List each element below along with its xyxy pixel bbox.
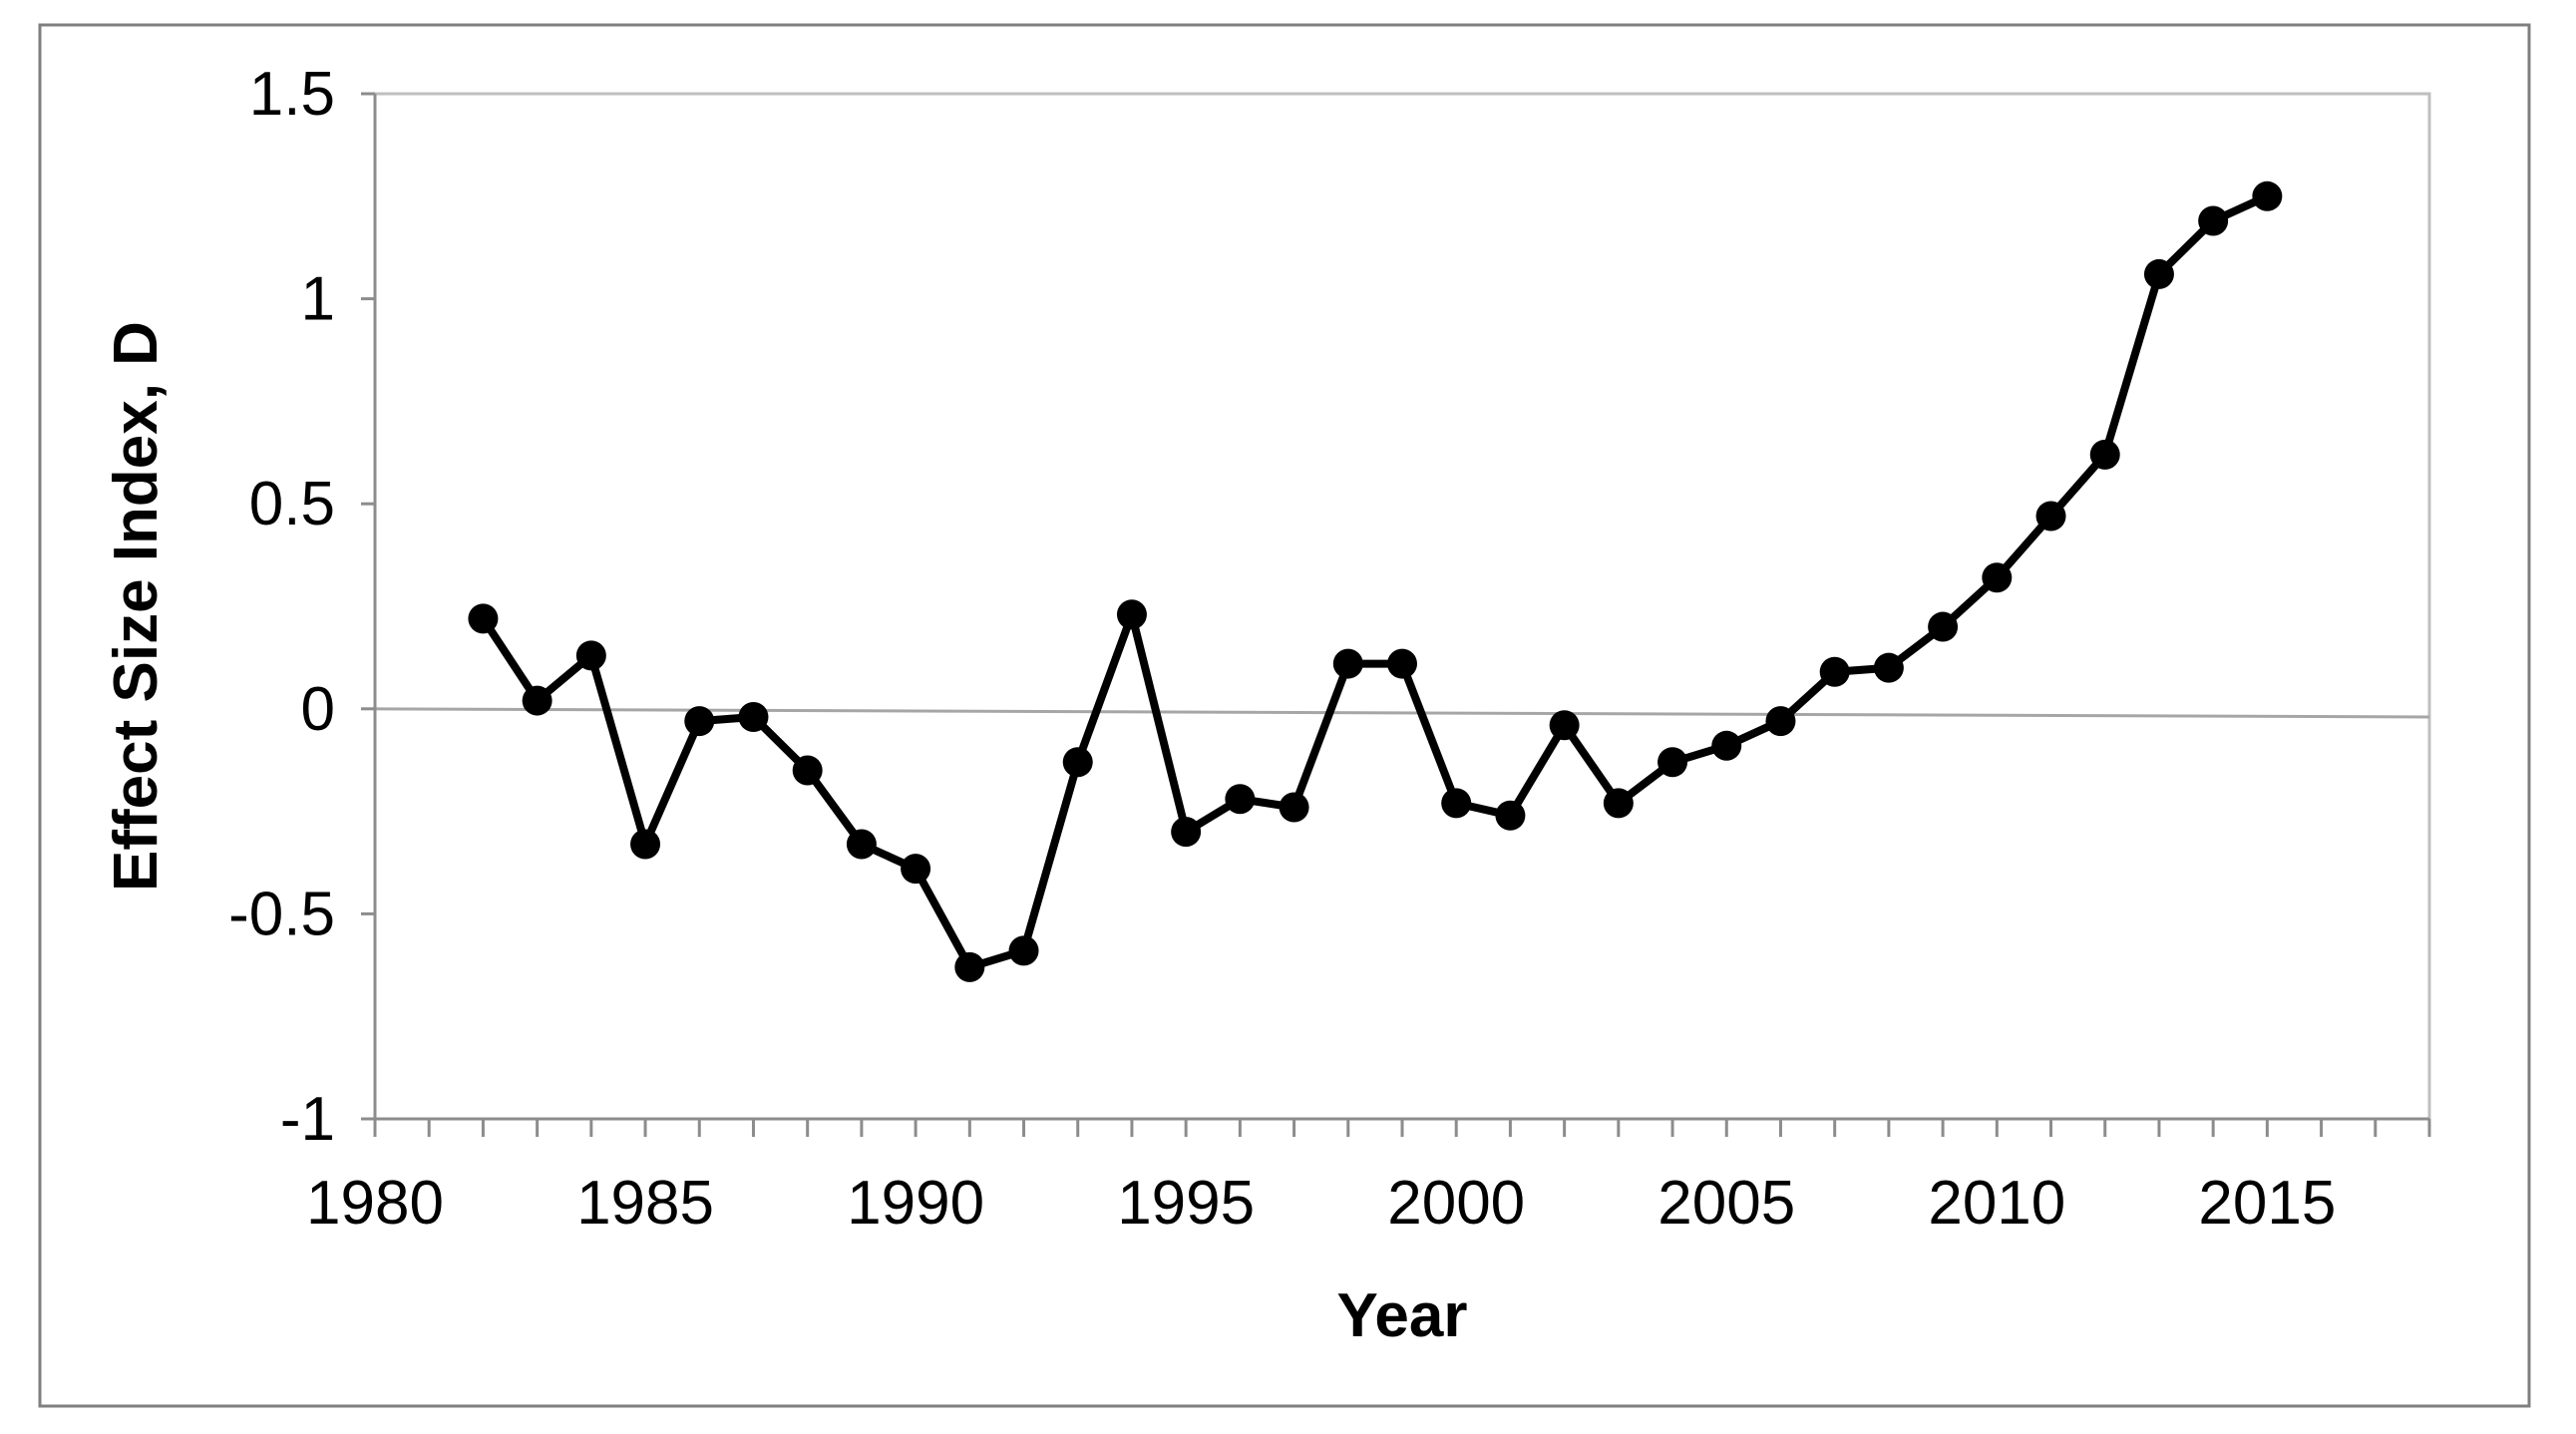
data-point — [630, 829, 661, 860]
data-point — [2143, 258, 2174, 289]
y-tick-label: -0.5 — [228, 880, 335, 948]
data-point — [1819, 656, 1850, 687]
data-point — [1657, 747, 1688, 778]
y-tick-label: 0 — [301, 675, 335, 744]
data-point — [2252, 180, 2283, 211]
data-point — [1171, 817, 1202, 848]
data-point — [2198, 205, 2229, 236]
data-point — [1441, 788, 1472, 819]
x-tick-label: 2015 — [2198, 1169, 2336, 1238]
data-point — [2089, 439, 2120, 470]
y-tick-label: 1 — [301, 265, 335, 334]
data-point — [522, 685, 552, 716]
data-point — [1603, 788, 1634, 819]
data-point — [1225, 784, 1256, 815]
data-point — [1765, 706, 1796, 737]
data-point — [2035, 501, 2066, 532]
data-point — [575, 640, 606, 671]
y-axis-title: Effect Size Index, D — [102, 321, 171, 892]
data-point — [1495, 800, 1526, 831]
data-point — [954, 951, 985, 982]
data-point — [1711, 730, 1742, 761]
data-point — [901, 854, 931, 885]
data-point — [1332, 648, 1363, 679]
data-point — [1062, 747, 1093, 778]
data-point — [1549, 710, 1580, 741]
data-point — [1387, 648, 1417, 679]
x-axis-title: Year — [1336, 1281, 1467, 1350]
data-point — [846, 829, 877, 860]
x-tick-label: 1985 — [576, 1169, 714, 1238]
x-tick-label: 2010 — [1928, 1169, 2065, 1238]
data-point — [792, 755, 823, 786]
ticks-group: -1 -0.5 0 0.5 1 1.5 1980 1985 1990 1995 2000 2005 20… — [228, 60, 2431, 1238]
y-tick-label: 1.5 — [249, 60, 335, 129]
data-point — [1873, 652, 1904, 683]
series-line — [480, 192, 2270, 971]
x-tick-label: 2005 — [1657, 1169, 1795, 1238]
data-point — [1116, 599, 1147, 630]
trend-line — [374, 707, 2430, 719]
x-tick-label: 2000 — [1387, 1169, 1525, 1238]
data-point — [1008, 935, 1039, 966]
data-point — [738, 702, 769, 733]
x-tick-label: 1990 — [847, 1169, 984, 1238]
data-point — [1928, 611, 1959, 642]
data-point — [1279, 792, 1309, 823]
data-point — [468, 603, 499, 634]
x-tick-label: 1995 — [1117, 1169, 1255, 1238]
data-point — [684, 706, 715, 737]
x-tick-label: 1980 — [306, 1169, 444, 1238]
y-tick-label: -1 — [280, 1085, 335, 1154]
y-tick-label: 0.5 — [249, 470, 335, 538]
trend-line-group — [374, 707, 2430, 719]
series-layer — [468, 180, 2283, 982]
data-point — [1982, 562, 2013, 593]
